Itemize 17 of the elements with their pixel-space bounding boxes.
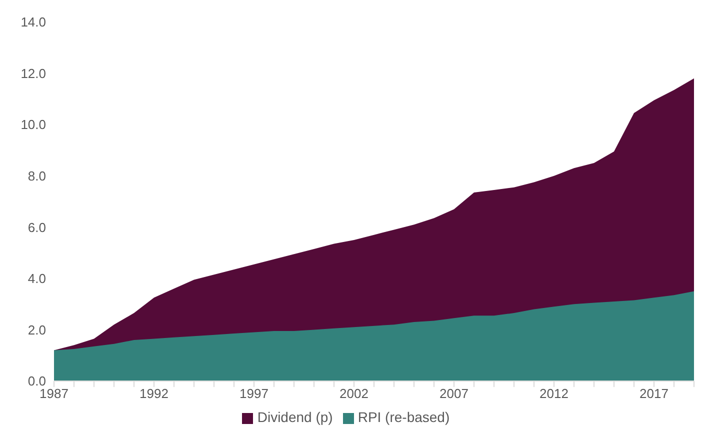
y-tick-label: 14.0 bbox=[20, 14, 46, 30]
x-tick-label: 2002 bbox=[340, 386, 368, 402]
x-tick-label: 2007 bbox=[440, 386, 468, 402]
y-tick-label: 2.0 bbox=[28, 322, 46, 338]
x-tick-label: 2017 bbox=[640, 386, 668, 402]
legend-label: RPI (re-based) bbox=[358, 409, 450, 425]
y-tick-label: 8.0 bbox=[28, 168, 46, 184]
y-tick-label: 4.0 bbox=[28, 271, 46, 286]
y-tick-label: 6.0 bbox=[28, 220, 46, 235]
y-tick-label: 10.0 bbox=[20, 117, 46, 132]
x-tick-label: 1992 bbox=[140, 386, 168, 402]
legend-label: Dividend (p) bbox=[257, 409, 333, 425]
y-tick-label: 0.0 bbox=[28, 374, 46, 389]
x-tick-label: 2012 bbox=[540, 386, 568, 402]
y-tick-label: 12.0 bbox=[20, 66, 46, 81]
x-tick-label: 1997 bbox=[240, 386, 268, 402]
x-tick-label: 1987 bbox=[40, 386, 68, 402]
